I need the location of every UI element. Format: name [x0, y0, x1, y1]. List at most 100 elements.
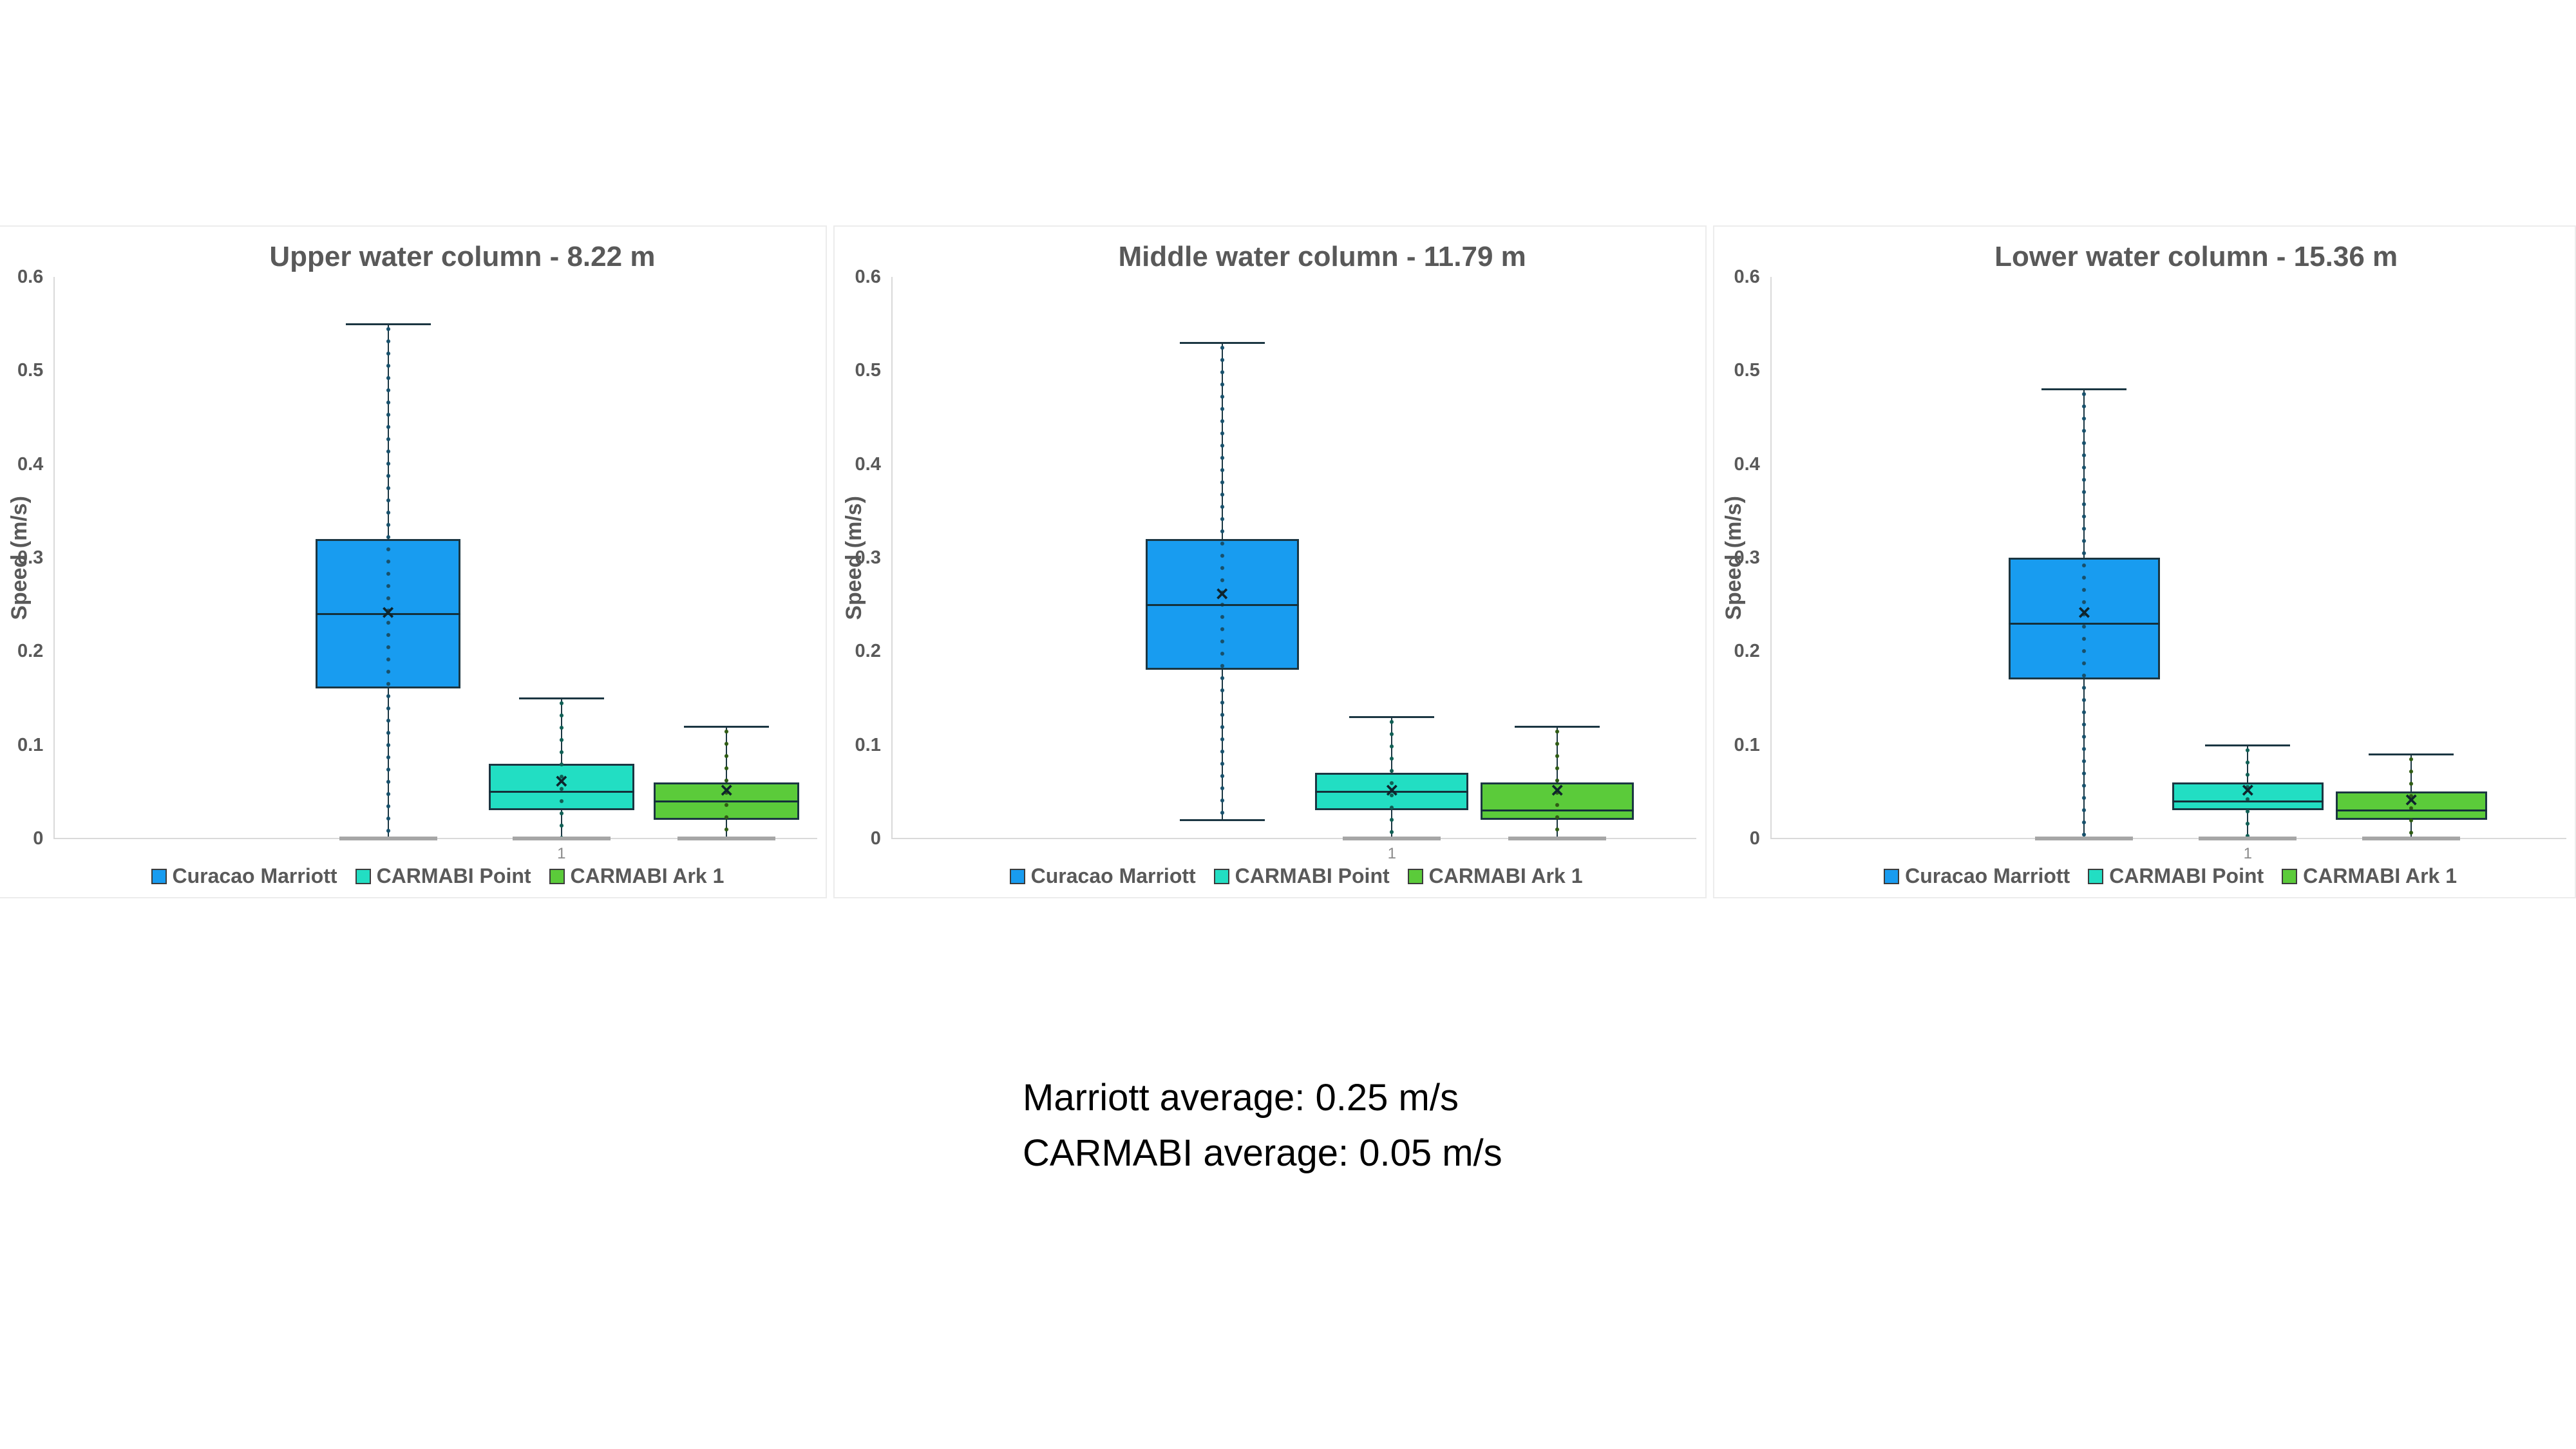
whisker-cap-bottom [2199, 837, 2297, 840]
whisker-cap-bottom [2362, 837, 2461, 840]
y-tick-label: 0.5 [17, 360, 44, 381]
whisker-cap-bottom [1343, 837, 1441, 840]
median-line [2335, 810, 2487, 812]
legend-label: CARMABI Point [1235, 864, 1390, 887]
legend-swatch [2282, 868, 2298, 884]
mean-marker: × [1215, 582, 1229, 607]
y-tick-label: 0.2 [1734, 641, 1760, 662]
legend-swatch [1407, 868, 1423, 884]
y-tick-label: 0.1 [1734, 734, 1760, 755]
y-tick-label: 0.5 [855, 360, 881, 381]
y-axis-line [53, 277, 55, 838]
averages-note: Marriott average: 0.25 m/s CARMABI avera… [1023, 1070, 1502, 1181]
legend-swatch [2088, 868, 2104, 884]
x-axis-line [1770, 838, 2566, 839]
median-line [2172, 800, 2324, 802]
mean-marker: × [720, 778, 734, 803]
chart-title: Upper water column - 8.22 m [269, 241, 656, 272]
median-line [488, 791, 634, 793]
legend-label: Curacao Marriott [1905, 864, 2070, 887]
y-tick-label: 0.2 [855, 641, 881, 662]
whisker-cap-bottom [1508, 837, 1607, 840]
median-line [1481, 810, 1634, 812]
legend: Curacao Marriott CARMABI Point CARMABI Ark… [1766, 864, 2575, 888]
y-axis-line [1770, 277, 1772, 838]
data-point-dots [385, 323, 391, 838]
chart-card-lower-water-column: Lower water column - 15.36 m Speed (m/s)… [1713, 225, 2576, 898]
legend-label: Curacao Marriott [1030, 864, 1196, 887]
median-line [315, 613, 461, 616]
data-point-dots [1219, 342, 1225, 820]
x-category-label: 1 [1387, 845, 1396, 862]
y-tick-label: 0.3 [17, 547, 44, 568]
plot-area: 1 0 0.1 0.2 0.3 0.4 0.5 0.6 × × × [0, 267, 826, 862]
mean-marker: × [1551, 778, 1564, 803]
data-point-dots [2081, 389, 2087, 838]
legend-swatch [151, 868, 167, 884]
y-tick-label: 0.6 [855, 267, 881, 287]
whisker-cap-top [345, 323, 431, 325]
chart-card-upper-water-column: Upper water column - 8.22 m Speed (m/s) … [0, 225, 827, 898]
chart-title: Middle water column - 11.79 m [1118, 241, 1526, 272]
mean-marker: × [2241, 778, 2255, 803]
x-axis-line [891, 838, 1697, 839]
legend-item: CARMABI Point [1213, 864, 1390, 888]
charts-row: Upper water column - 8.22 m Speed (m/s) … [0, 225, 2576, 898]
y-tick-label: 0 [33, 828, 44, 849]
legend-swatch [1213, 868, 1229, 884]
y-tick-label: 0.2 [17, 641, 44, 662]
median-line [1315, 791, 1469, 793]
y-tick-label: 0.4 [17, 453, 44, 475]
data-point-dots [1389, 717, 1395, 838]
median-line [654, 800, 799, 802]
whisker-cap-top [2041, 388, 2127, 391]
legend-item: CARMABI Point [355, 864, 531, 888]
data-point-dots [2245, 744, 2251, 838]
legend-swatch [549, 868, 565, 884]
data-point-dots [558, 698, 564, 838]
plot-area: 1 0 0.1 0.2 0.3 0.4 0.5 0.6 × × × [1714, 267, 2575, 862]
marriott-average-line: Marriott average: 0.25 m/s [1023, 1077, 1459, 1119]
legend-label: CARMABI Point [2109, 864, 2264, 887]
whisker-cap-bottom [2035, 837, 2134, 840]
chart-card-middle-water-column: Middle water column - 11.79 m Speed (m/s… [833, 225, 1707, 898]
whisker-cap-top [518, 697, 604, 699]
y-tick-label: 0.6 [1734, 267, 1760, 287]
whisker-cap-top [1349, 716, 1435, 719]
legend-swatch [1884, 868, 1900, 884]
y-tick-label: 0.3 [855, 547, 881, 568]
legend-item: CARMABI Ark 1 [2282, 864, 2457, 888]
carmabi-average-line: CARMABI average: 0.05 m/s [1023, 1132, 1502, 1174]
legend-label: CARMABI Point [376, 864, 531, 887]
mean-marker: × [2405, 788, 2418, 813]
y-tick-label: 0.6 [17, 267, 44, 287]
whisker-cap-top [2369, 753, 2454, 756]
legend: Curacao Marriott CARMABI Point CARMABI Ark… [887, 864, 1705, 888]
whisker-cap-top [1179, 341, 1265, 344]
x-category-label: 1 [2243, 845, 2252, 862]
y-tick-label: 0.3 [1734, 547, 1760, 568]
legend-swatch [1009, 868, 1025, 884]
legend-item: Curacao Marriott [1009, 864, 1196, 888]
y-tick-label: 0.1 [17, 734, 44, 755]
plot-area: 1 0 0.1 0.2 0.3 0.4 0.5 0.6 × × × [835, 267, 1705, 862]
y-tick-label: 0.5 [1734, 360, 1760, 381]
legend-label: Curacao Marriott [172, 864, 337, 887]
legend-label: CARMABI Ark 1 [570, 864, 724, 887]
x-category-label: 1 [557, 845, 566, 862]
legend: Curacao Marriott CARMABI Point CARMABI Ark… [50, 864, 826, 888]
mean-marker: × [381, 600, 395, 625]
legend-item: Curacao Marriott [1884, 864, 2070, 888]
whisker-cap-bottom [1179, 819, 1265, 821]
whisker-cap-bottom [339, 837, 437, 840]
legend-label: CARMABI Ark 1 [2303, 864, 2457, 887]
whisker-cap-bottom [512, 837, 611, 840]
y-tick-label: 0.4 [855, 453, 881, 475]
y-tick-label: 0 [870, 828, 881, 849]
mean-marker: × [2078, 600, 2091, 625]
whisker-cap-top [1515, 725, 1600, 728]
data-point-dots [2409, 754, 2414, 838]
y-tick-label: 0.4 [1734, 453, 1760, 475]
y-axis-line [891, 277, 893, 838]
data-point-dots [724, 726, 730, 838]
